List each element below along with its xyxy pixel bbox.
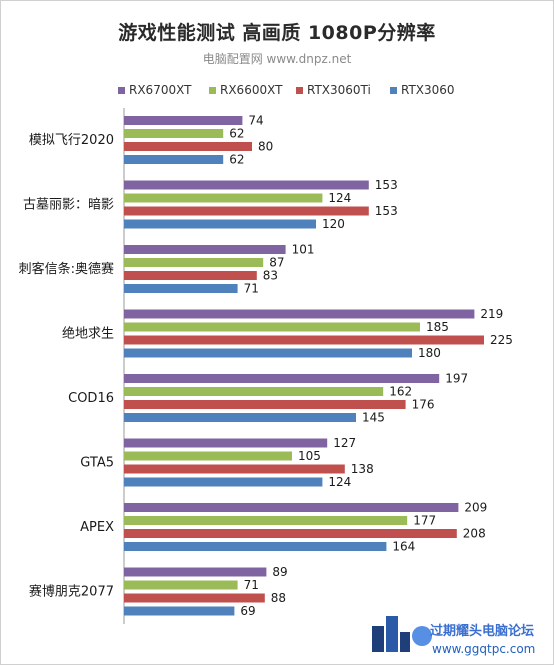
bar-6-0 [124, 503, 459, 512]
value-label-3-2: 225 [490, 333, 513, 347]
value-label-1-1: 124 [328, 191, 351, 205]
legend-swatch-1 [209, 87, 216, 94]
bar-2-1 [124, 258, 264, 267]
value-label-7-0: 89 [272, 565, 287, 579]
value-label-5-3: 124 [328, 475, 351, 489]
category-label-1: 古墓丽影：暗影 [23, 198, 114, 213]
value-label-6-0: 209 [464, 501, 487, 515]
bar-7-3 [124, 606, 235, 616]
bar-group-6: APEX 209 177 208 164 [80, 501, 487, 554]
watermark-logo [372, 616, 432, 652]
bar-1-3 [124, 219, 316, 229]
bar-3-2 [124, 335, 484, 345]
bar-0-3 [124, 155, 224, 164]
category-label-3: 绝地求生 [62, 326, 114, 342]
bar-4-1 [124, 387, 384, 396]
bar-5-1 [124, 451, 292, 461]
chart-subtitle: 电脑配置网 www.dnpz.net [202, 52, 352, 66]
value-label-4-0: 197 [445, 372, 468, 386]
bar-6-3 [124, 542, 387, 551]
legend: RX6700XT RX6600XT RTX3060Ti RTX3060 [118, 83, 455, 97]
value-label-0-2: 80 [258, 140, 273, 154]
bar-0-2 [124, 142, 252, 151]
value-label-1-0: 153 [375, 178, 398, 192]
bar-6-2 [124, 529, 457, 538]
category-label-6: APEX [80, 520, 114, 535]
bar-7-2 [124, 593, 265, 603]
category-label-0: 模拟飞行2020 [29, 133, 114, 148]
value-label-7-1: 71 [244, 578, 259, 592]
value-label-0-1: 62 [229, 127, 244, 141]
watermark-text: 过期耀头电脑论坛 [430, 624, 535, 639]
value-label-0-3: 62 [229, 153, 244, 167]
bar-7-0 [124, 567, 267, 577]
value-label-3-3: 180 [418, 346, 441, 360]
bar-4-2 [124, 400, 406, 409]
bar-3-1 [124, 322, 420, 332]
bar-2-0 [124, 245, 286, 254]
bar-2-3 [124, 284, 238, 293]
value-label-6-3: 164 [392, 540, 415, 554]
bar-4-0 [124, 374, 440, 383]
value-label-6-2: 208 [463, 527, 486, 541]
value-label-2-1: 87 [269, 256, 284, 270]
bar-7-1 [124, 580, 238, 590]
bar-group-0: 模拟飞行2020 74 62 80 62 [29, 114, 273, 167]
value-label-5-1: 105 [298, 449, 321, 463]
value-label-6-1: 177 [413, 514, 436, 528]
watermark-url: www.ggqtpc.com [432, 642, 536, 656]
legend-label-2: RTX3060Ti [307, 83, 371, 97]
category-label-7: 赛博朋克2077 [29, 584, 114, 600]
value-label-4-2: 176 [412, 398, 435, 412]
bar-5-0 [124, 438, 328, 448]
legend-label-1: RX6600XT [220, 83, 283, 97]
bar-1-1 [124, 193, 323, 203]
bar-4-3 [124, 413, 356, 422]
bar-groups: 模拟飞行2020 74 62 80 62 古墓丽影：暗影 153 124 153 120 刺客信条:… [19, 114, 513, 619]
value-label-2-0: 101 [292, 243, 315, 257]
bar-0-0 [124, 116, 243, 125]
value-label-5-0: 127 [333, 436, 356, 450]
bar-5-2 [124, 464, 345, 474]
legend-swatch-0 [118, 87, 125, 94]
category-label-4: COD16 [68, 391, 114, 406]
bar-group-1: 古墓丽影：暗影 153 124 153 120 [23, 178, 398, 231]
bar-5-3 [124, 477, 323, 487]
value-label-5-2: 138 [351, 462, 374, 476]
value-label-1-2: 153 [375, 204, 398, 218]
bar-1-2 [124, 206, 369, 216]
value-label-7-2: 88 [271, 591, 286, 605]
value-label-1-3: 120 [322, 217, 345, 231]
category-label-2: 刺客信条:奥德赛 [19, 261, 114, 277]
value-label-7-3: 69 [240, 604, 255, 618]
value-label-2-2: 83 [263, 269, 278, 283]
value-label-4-3: 145 [362, 411, 385, 425]
bar-group-7: 赛博朋克2077 89 71 88 69 [29, 565, 288, 618]
legend-label-0: RX6700XT [129, 83, 192, 97]
legend-label-3: RTX3060 [401, 83, 455, 97]
bar-2-2 [124, 271, 257, 280]
bar-0-1 [124, 129, 224, 138]
legend-swatch-3 [390, 87, 397, 94]
bar-3-3 [124, 348, 412, 358]
value-label-4-1: 162 [389, 385, 412, 399]
category-label-5: GTA5 [80, 456, 114, 471]
value-label-0-0: 74 [248, 114, 263, 128]
chart-title: 游戏性能测试 高画质 1080P分辨率 [118, 22, 436, 44]
value-label-2-3: 71 [244, 282, 259, 296]
bar-group-3: 绝地求生 219 185 225 180 [62, 307, 513, 360]
value-label-3-0: 219 [480, 307, 503, 321]
bar-1-0 [124, 180, 369, 190]
legend-swatch-2 [296, 87, 303, 94]
bar-6-1 [124, 516, 408, 525]
value-label-3-1: 185 [426, 320, 449, 334]
bar-3-0 [124, 309, 475, 319]
